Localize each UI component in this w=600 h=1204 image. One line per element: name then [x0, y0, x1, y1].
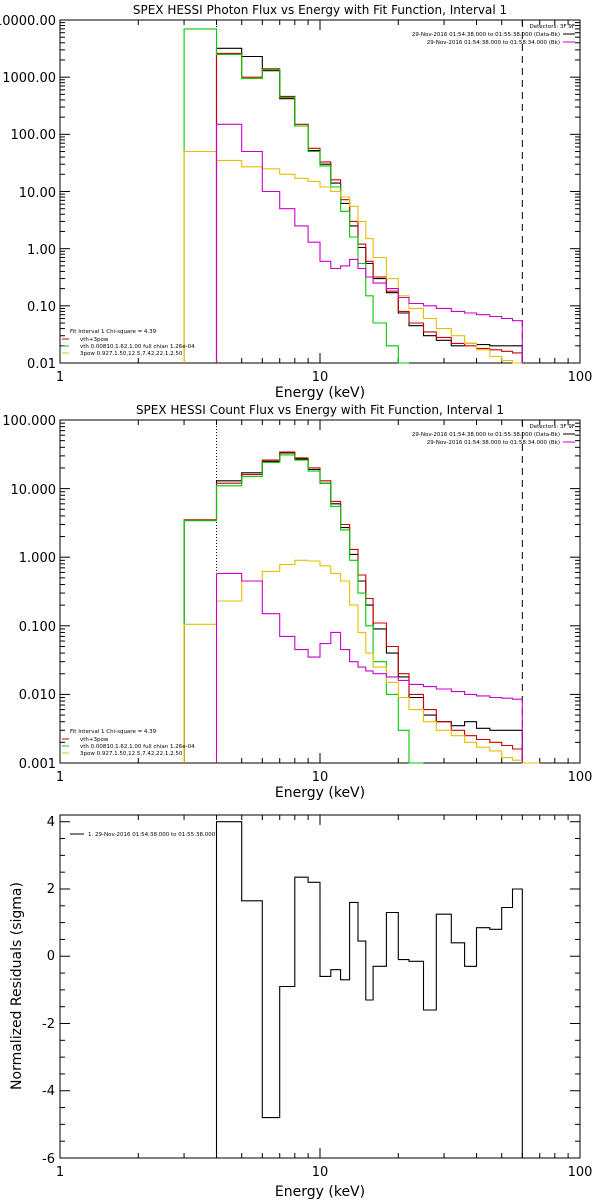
y-tick-label: 1.000 [19, 551, 56, 566]
panel-residuals-y-axis-label: Normalized Residuals (sigma) [9, 882, 25, 1090]
y-tick-label: 10.000 [11, 483, 57, 498]
panel-photon-flux-plot-area [59, 19, 581, 364]
series-step-line [215, 47, 523, 363]
panel-count-flux-x-tick-labels: 1 10 100 [56, 770, 593, 785]
y-tick-label: -2 [42, 1017, 55, 1032]
panel-photon-flux-x-tick-labels: 1 10 100 [56, 370, 593, 385]
header-line: Detectors: 3F 9F [529, 424, 575, 430]
y-tick-label: -4 [42, 1084, 55, 1099]
x-tick-label: 1 [56, 1165, 64, 1180]
series-step-line [183, 28, 409, 364]
panel-count-flux: SPEX HESSI Count Flux vs Energy with Fit… [2, 403, 592, 801]
panel-photon-flux-series [183, 28, 523, 364]
panel-count-flux-series [183, 451, 540, 764]
series-step-line [215, 123, 523, 363]
series-step-line [183, 452, 523, 763]
y-tick-label: 1.00 [27, 243, 56, 258]
header-line: Detectors: 3F 9F [529, 24, 575, 30]
series-step-line [215, 52, 523, 363]
header-line: 29-Nov-2016 01:54:38.000 to 01:58:34.000… [427, 440, 560, 446]
y-tick-label: 0.10 [27, 300, 56, 315]
panel-residuals: 4 2 0 -2 -4 -6 1 10 100 Energy (keV) Nor… [9, 814, 593, 1200]
y-tick-label: 2 [47, 882, 55, 897]
y-tick-label: 0 [47, 949, 55, 964]
panel-photon-flux-x-axis-label: Energy (keV) [275, 385, 365, 401]
panel-residuals-series [215, 821, 523, 1158]
header-line: 29-Nov-2016 01:54:38.000 to 01:55:38.000… [412, 432, 560, 438]
series-step-line [215, 821, 523, 1158]
y-tick-label: 100.000 [2, 414, 56, 429]
y-tick-label: -6 [42, 1152, 55, 1167]
series-step-line [183, 454, 424, 764]
fit-legend-line: vth 0.00810,1.62,1.00 full chian 1.26e-0… [80, 344, 195, 350]
y-tick-label: 10.00 [19, 186, 56, 201]
x-tick-label: 100 [568, 1165, 593, 1180]
fit-legend-line: vth+3pow [80, 737, 109, 743]
fit-legend-line: 3pow 0.927,1.50,12.5,7.42,22.1,2.50 [80, 751, 183, 757]
panel-photon-flux-header-legend: Detectors: 3F 9F 29-Nov-2016 01:54:38.00… [412, 24, 575, 46]
panel-residuals-ticks [59, 815, 580, 1159]
panel-residuals-plot-area [59, 814, 581, 1159]
series-step-line [183, 451, 523, 763]
series-step-line [183, 150, 523, 364]
x-tick-label: 100 [568, 370, 593, 385]
panel-photon-flux-ticks [59, 20, 580, 364]
panel-count-flux-ticks [59, 420, 580, 764]
fit-legend-line: Fit Interval 1 Chi-square = 4.39 [70, 729, 157, 735]
x-tick-label: 1 [56, 370, 64, 385]
y-tick-label: 0.100 [19, 620, 56, 635]
y-tick-label: 1000.00 [2, 71, 56, 86]
fit-legend-line: Fit Interval 1 Chi-square = 4.39 [70, 329, 157, 335]
x-tick-label: 1 [56, 770, 64, 785]
fit-legend-line: vth+3pow [80, 337, 109, 343]
series-step-line [215, 572, 523, 763]
fit-legend-line: 3pow 0.927,1.50,12.5,7.42,22.1,2.50 [80, 351, 183, 357]
y-tick-label: 0.010 [19, 688, 56, 703]
panel-photon-flux-y-tick-labels: 10000.00 1000.00 100.00 10.00 1.00 0.10 … [0, 14, 56, 372]
panel-photon-flux: SPEX HESSI Photon Flux vs Energy with Fi… [0, 3, 592, 401]
x-tick-label: 10 [312, 370, 329, 385]
panel-residuals-x-tick-labels: 1 10 100 [56, 1165, 593, 1180]
y-tick-label: 100.00 [11, 128, 57, 143]
x-tick-label: 10 [312, 770, 329, 785]
header-line: 29-Nov-2016 01:54:38.000 to 01:55:38.000… [412, 32, 560, 38]
panel-count-flux-title: SPEX HESSI Count Flux vs Energy with Fit… [136, 403, 504, 417]
panel-residuals-y-tick-labels: 4 2 0 -2 -4 -6 [42, 815, 55, 1167]
panel-count-flux-fit-legend: Fit Interval 1 Chi-square = 4.39 vth+3po… [62, 729, 195, 757]
header-line: 1. 29-Nov-2016 01:54:38.000 to 01:55:38.… [88, 832, 216, 838]
panel-count-flux-y-tick-labels: 100.000 10.000 1.000 0.100 0.010 0.001 [2, 414, 56, 772]
y-tick-label: 0.01 [27, 357, 56, 372]
panel-photon-flux-fit-legend: Fit Interval 1 Chi-square = 4.39 vth+3po… [62, 329, 195, 357]
y-tick-label: 4 [47, 815, 55, 830]
panel-residuals-header-legend: 1. 29-Nov-2016 01:54:38.000 to 01:55:38.… [70, 832, 216, 838]
panel-residuals-x-axis-label: Energy (keV) [275, 1184, 365, 1200]
x-tick-label: 10 [312, 1165, 329, 1180]
fit-legend-line: vth 0.00810,1.62,1.00 full chian 1.26e-0… [80, 744, 195, 750]
panel-count-flux-header-legend: Detectors: 3F 9F 29-Nov-2016 01:54:38.00… [412, 424, 575, 446]
y-tick-label: 0.001 [19, 757, 56, 772]
panel-photon-flux-title: SPEX HESSI Photon Flux vs Energy with Fi… [133, 3, 507, 17]
panel-count-flux-x-axis-label: Energy (keV) [275, 785, 365, 801]
y-tick-label: 10000.00 [0, 14, 56, 29]
x-tick-label: 100 [568, 770, 593, 785]
series-step-line [183, 559, 540, 764]
header-line: 29-Nov-2016 01:54:38.000 to 01:58:34.000… [427, 40, 560, 46]
